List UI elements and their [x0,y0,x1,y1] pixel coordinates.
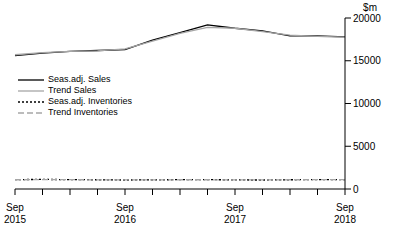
svg-text:Sep2017: Sep2017 [224,202,247,225]
html-text:Seas.adj. Sales: Seas.adj. Sales [48,74,111,84]
svg-text:0: 0 [353,184,359,195]
svg-text:10000: 10000 [353,98,381,109]
html-text:Trend Inventories: Trend Inventories [48,107,118,117]
svg-text:15000: 15000 [353,55,381,66]
svg-text:5000: 5000 [353,141,376,152]
svg-text:Sep2015: Sep2015 [8,202,27,225]
svg-text:20000: 20000 [353,13,381,24]
html-text:$m: $m [363,2,377,13]
html-text:Seas.adj. Inventories: Seas.adj. Inventories [48,96,133,106]
svg-text:Sep2018: Sep2018 [334,202,357,225]
html-text:Trend Sales: Trend Sales [48,85,97,95]
svg-text:Sep2016: Sep2016 [114,202,137,225]
